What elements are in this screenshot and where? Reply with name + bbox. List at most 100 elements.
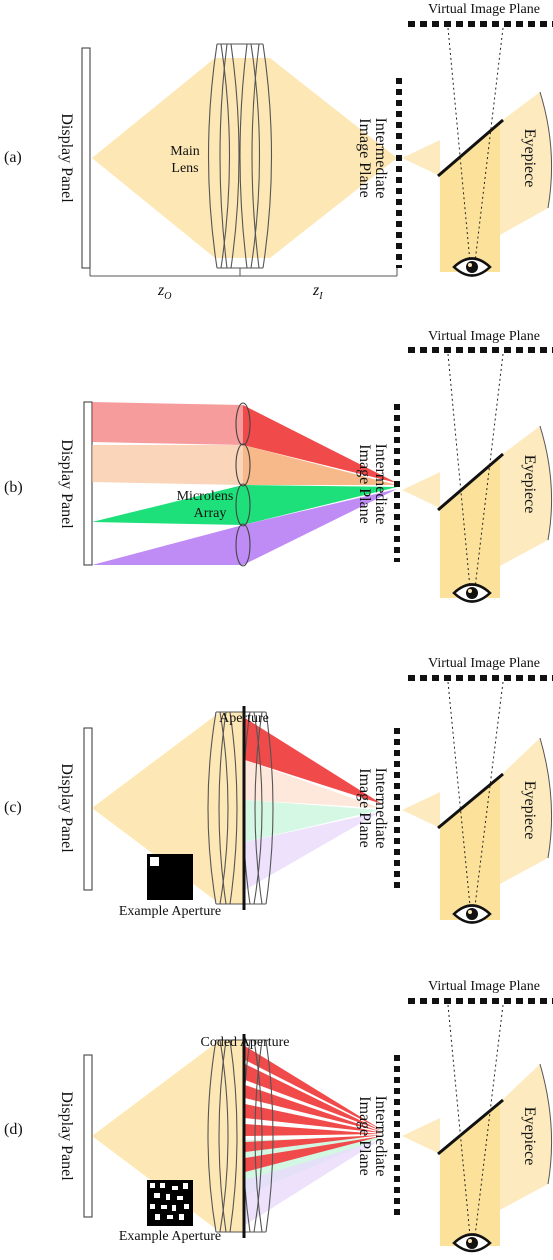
beam-splitter <box>437 772 504 830</box>
display-panel <box>83 1054 93 1218</box>
lens-label-line2: Array <box>194 506 227 521</box>
virtual-image-plane-label: Virtual Image Plane <box>428 2 540 17</box>
light-cone <box>92 1040 243 1232</box>
view-ray-right <box>474 1004 504 1237</box>
intermediate-label-line2: Image Plane <box>356 118 373 198</box>
eyepiece-assembly: Virtual Image Plane Eyepiece <box>402 979 553 1253</box>
eye-beam <box>440 456 500 598</box>
example-aperture-label: Example Aperture <box>119 904 221 919</box>
display-panel-label: Display Panel <box>58 113 75 203</box>
main-lens <box>207 711 274 905</box>
view-ray-right <box>474 27 504 263</box>
example-aperture-label: Example Aperture <box>119 1229 221 1244</box>
eye-beam <box>440 122 500 272</box>
view-ray-left <box>447 1004 471 1237</box>
reflected-beam <box>402 1118 440 1154</box>
panel-tag: (d) <box>4 1121 23 1138</box>
eyepiece-edge <box>539 1063 553 1185</box>
dimension-bracket <box>89 268 398 277</box>
panel-b: (b) Display Panel Microlens Array Interm… <box>4 329 553 603</box>
intermediate-label-line2: Image Plane <box>356 444 373 524</box>
panel-tag: (b) <box>4 479 23 496</box>
eye-icon <box>452 583 492 603</box>
intermediate-label-line1: Intermediate <box>372 444 389 525</box>
beam-splitter <box>437 118 504 178</box>
aperture-label: Aperture <box>219 711 269 726</box>
light-cone <box>92 58 397 258</box>
intermediate-label-line1: Intermediate <box>372 768 389 849</box>
beam-splitter <box>437 1098 504 1156</box>
reflected-beam <box>402 792 440 828</box>
eyepiece-edge <box>539 91 553 209</box>
eyepiece-label: Eyepiece <box>521 781 538 840</box>
eyepiece-lens <box>500 92 552 235</box>
main-lens <box>207 43 273 269</box>
panel-c: (c) Display Panel Aperture Example Aper <box>4 656 553 924</box>
lens-label-line2: Lens <box>171 161 198 176</box>
lens-label-line1: Microlens <box>177 489 234 504</box>
eye-beam <box>440 776 500 920</box>
fan-purple-faded <box>245 812 380 890</box>
fan-purple-faded <box>245 1140 380 1225</box>
display-panel-label: Display Panel <box>58 1091 75 1181</box>
fan-green <box>92 485 243 525</box>
display-panel-label: Display Panel <box>58 439 75 529</box>
fan-green-faded <box>245 800 380 842</box>
eyepiece-label: Eyepiece <box>521 1107 538 1166</box>
display-panel <box>83 401 93 566</box>
dimension-label-zi: zI <box>312 282 323 302</box>
fan-green-right <box>243 485 397 525</box>
fan-purple-right <box>243 489 397 565</box>
beam-splitter <box>437 452 504 512</box>
eyepiece-label: Eyepiece <box>521 455 538 514</box>
panel-tag: (a) <box>4 149 22 166</box>
reflected-beam <box>402 140 440 176</box>
eyepiece-edge <box>539 737 553 859</box>
view-ray-left <box>447 27 471 263</box>
coded-red-rays <box>245 1046 382 1172</box>
panel-d: (d) Display Panel <box>4 979 553 1253</box>
fan-red <box>92 402 243 445</box>
eyepiece-lens <box>500 1064 552 1210</box>
reflected-beam <box>402 472 440 508</box>
fan-red <box>245 718 382 804</box>
eyepiece-assembly: Virtual Image Plane Eyepiece <box>402 2 553 277</box>
intermediate-label-line1: Intermediate <box>372 1096 389 1177</box>
lens-label-line1: Main <box>170 144 200 159</box>
eyepiece-label: Eyepiece <box>521 129 538 188</box>
panel-a: (a) Display Panel Main Lens zO <box>4 2 553 302</box>
microlens-array <box>235 402 251 567</box>
fan-orange-faded <box>245 760 380 808</box>
eye-beam <box>440 1102 500 1246</box>
fan-red-right <box>243 405 397 483</box>
eye-icon <box>452 257 492 277</box>
fan-orange <box>92 445 243 485</box>
virtual-image-plane-label: Virtual Image Plane <box>428 656 540 671</box>
eye-icon <box>452 904 492 924</box>
fan-purple <box>92 525 243 565</box>
display-panel <box>83 727 93 891</box>
eyepiece-lens <box>500 738 552 884</box>
display-panel-label: Display Panel <box>58 763 75 853</box>
eyepiece-assembly: Virtual Image Plane Eyepiece <box>402 329 553 603</box>
eye-icon <box>452 1233 492 1253</box>
virtual-image-plane-label: Virtual Image Plane <box>428 329 540 344</box>
light-cone <box>92 712 243 904</box>
eyepiece-lens <box>500 426 552 566</box>
example-coded-aperture <box>147 1180 193 1226</box>
aperture-label: Coded Aperture <box>200 1035 289 1050</box>
eyepiece-edge <box>539 425 553 541</box>
virtual-image-plane-label: Virtual Image Plane <box>428 979 540 994</box>
dimension-label-zo: zO <box>157 282 171 302</box>
eyepiece-assembly: Virtual Image Plane Eyepiece <box>402 656 553 924</box>
intermediate-label-line1: Intermediate <box>372 118 389 199</box>
view-ray-right <box>474 353 504 589</box>
display-panel <box>81 47 91 269</box>
example-aperture <box>147 854 193 900</box>
fan-orange-right <box>243 445 397 485</box>
view-ray-left <box>447 353 471 589</box>
intermediate-label-line2: Image Plane <box>356 1096 373 1176</box>
intermediate-label-line2: Image Plane <box>356 768 373 848</box>
panel-tag: (c) <box>4 799 22 816</box>
